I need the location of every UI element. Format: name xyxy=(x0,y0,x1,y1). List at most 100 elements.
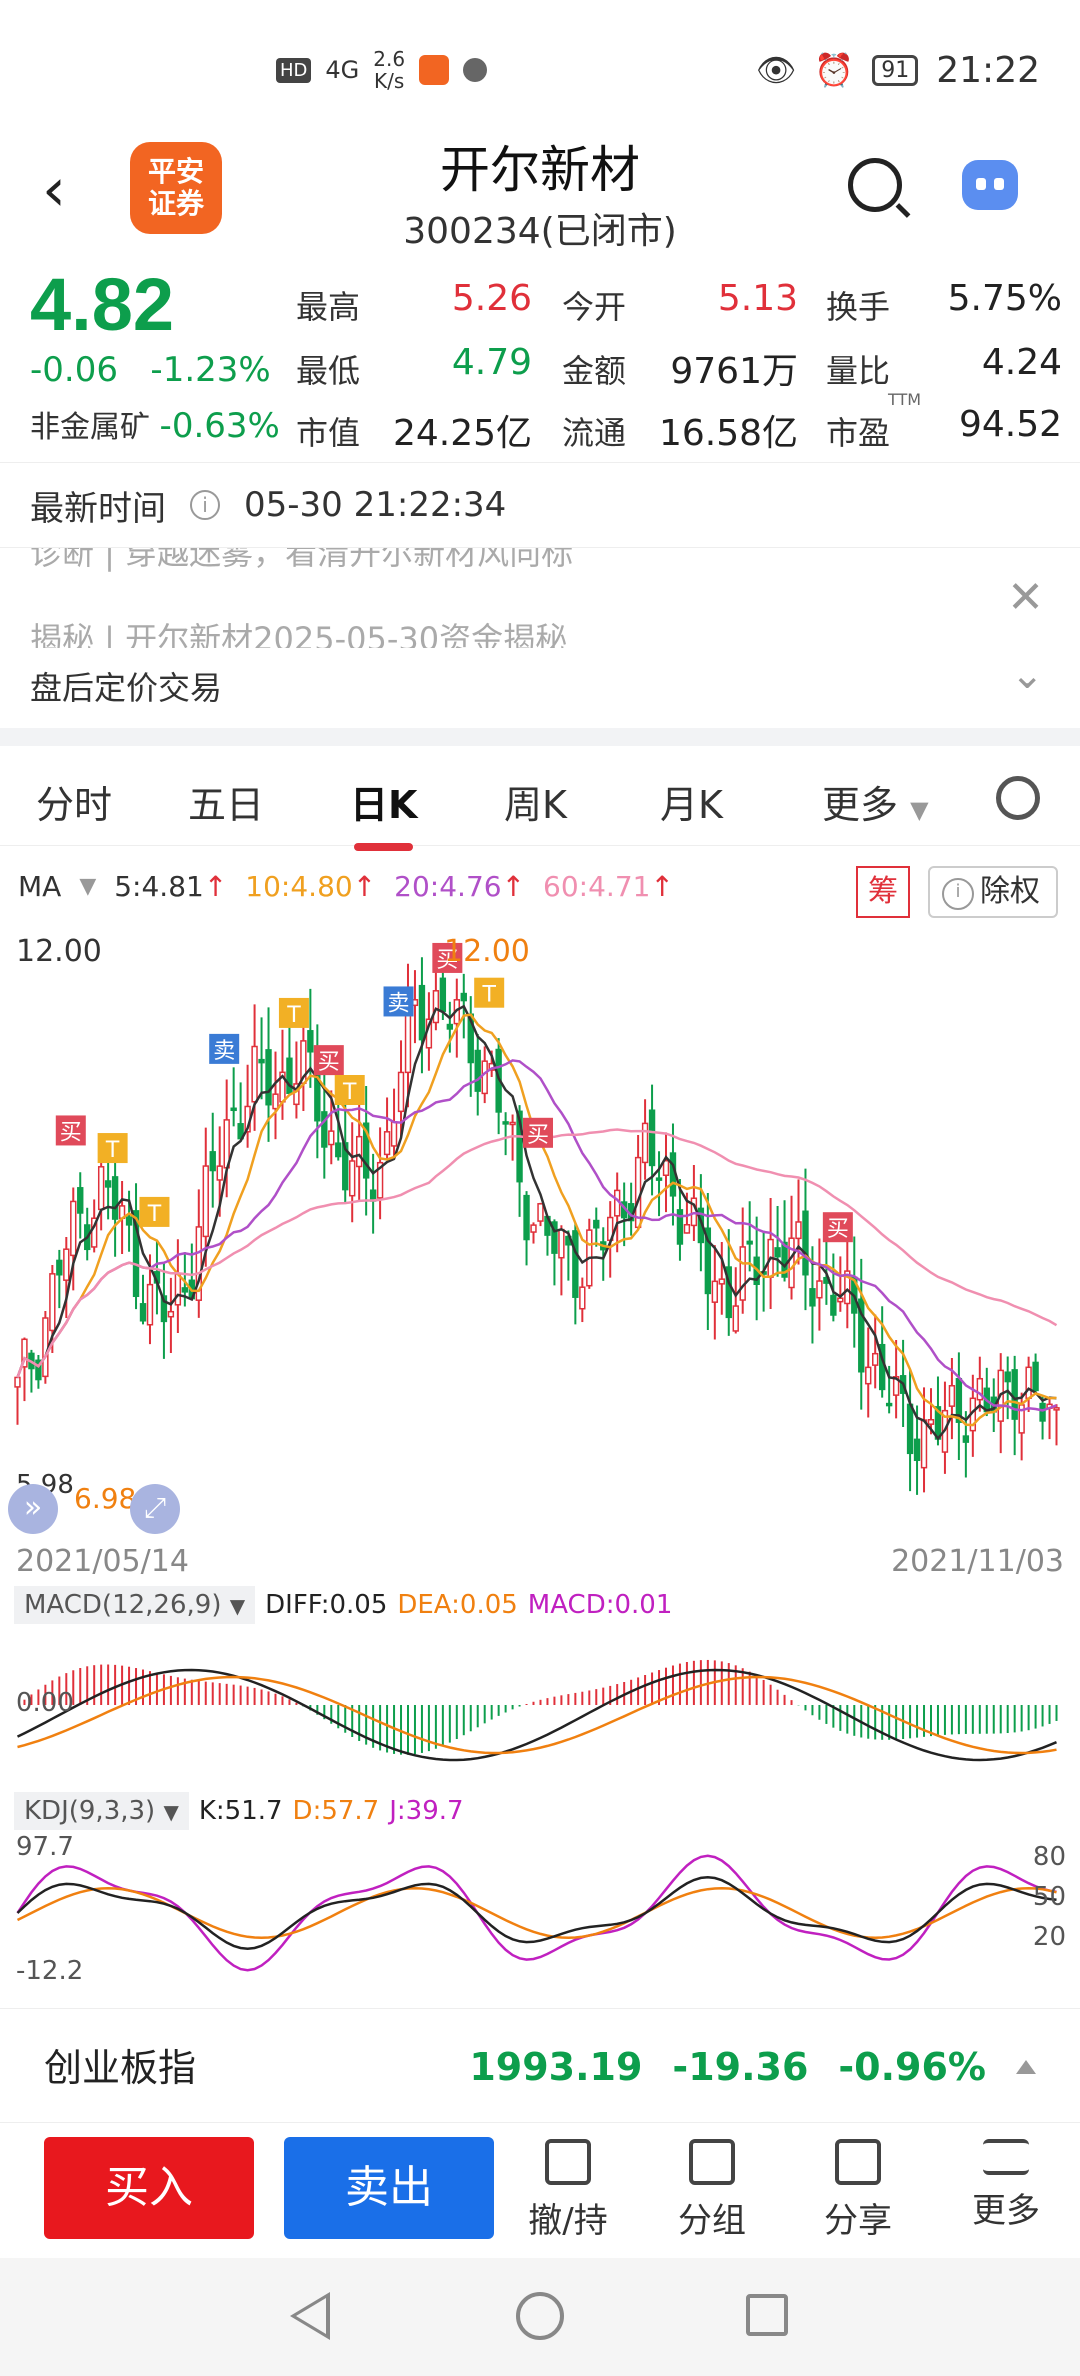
candle-body xyxy=(460,992,467,1002)
search-icon[interactable] xyxy=(848,158,902,212)
candle-body xyxy=(230,1107,237,1112)
latest-time-row: 最新时间 i 05-30 21:22:34 xyxy=(0,462,1080,548)
nav-back-icon[interactable] xyxy=(290,2292,330,2340)
candle-body xyxy=(725,1266,732,1319)
candle-body xyxy=(376,1161,384,1199)
candle-body xyxy=(962,1435,970,1443)
tab-daily-k[interactable]: 日K xyxy=(350,774,417,851)
change-value: -0.06 xyxy=(30,350,118,390)
robot-assistant-icon[interactable] xyxy=(962,160,1018,210)
gear-icon[interactable] xyxy=(996,776,1040,820)
tab-five-day[interactable]: 五日 xyxy=(188,783,265,827)
field-value: 4.24 xyxy=(981,342,1062,383)
field-label: 金额 xyxy=(562,352,627,390)
candle-body xyxy=(14,1376,21,1388)
scroll-left-icon[interactable]: » xyxy=(8,1484,58,1534)
candle-body xyxy=(551,1221,558,1254)
group-button[interactable]: 分组 xyxy=(652,2139,772,2242)
field-label: 换手 xyxy=(826,288,891,326)
kdj-chart[interactable] xyxy=(0,1828,1080,1998)
candle-body xyxy=(328,1130,335,1146)
back-arrow-icon[interactable]: ‹ xyxy=(42,155,66,225)
section-divider xyxy=(0,728,1080,746)
candle-body xyxy=(844,1270,851,1305)
folder-icon xyxy=(689,2139,735,2185)
candle-body xyxy=(167,1310,175,1318)
candle-body xyxy=(788,1237,795,1289)
kdj-j: J:39.7 xyxy=(389,1796,464,1826)
candle-body xyxy=(711,1280,719,1303)
buy-button[interactable]: 买入 xyxy=(44,2137,254,2239)
ma60-value: 60:4.71↑ xyxy=(543,870,674,903)
candle-body xyxy=(502,1121,509,1125)
candle-body xyxy=(146,1283,154,1326)
candle-body xyxy=(516,1110,523,1183)
sector-change[interactable]: 非金属矿 -0.63% xyxy=(30,402,280,446)
up-arrow-icon: ↑ xyxy=(203,870,228,903)
candle-body xyxy=(837,1297,844,1303)
candle-body xyxy=(683,1223,691,1234)
candle-body xyxy=(209,1151,216,1172)
more-button[interactable]: 更多 xyxy=(946,2139,1066,2232)
chips-button[interactable]: 筹 xyxy=(856,866,910,918)
info-icon[interactable]: i xyxy=(190,490,220,520)
latest-time-value: 05-30 21:22:34 xyxy=(244,485,507,525)
candle-body xyxy=(858,1298,865,1373)
cancel-hold-button[interactable]: 撤/持 xyxy=(508,2139,628,2242)
index-ticker[interactable]: 创业板指 1993.19 -19.36 -0.96% xyxy=(0,2008,1080,2120)
field-value: 5.13 xyxy=(717,278,798,319)
candle-body xyxy=(537,1203,544,1222)
tab-more[interactable]: 更多 ▼ xyxy=(822,774,929,829)
leaf-icon xyxy=(463,58,488,82)
news-item[interactable]: 诊断 | 穿越迷雾，看清开尔新材风向标 xyxy=(30,548,574,572)
nav-recent-icon[interactable] xyxy=(746,2294,788,2336)
clock: 21:22 xyxy=(936,49,1040,91)
sell-button[interactable]: 卖出 xyxy=(284,2137,494,2239)
macd-selector-label: MACD(12,26,9) xyxy=(24,1590,222,1620)
broker-logo: 平安证券 xyxy=(130,142,222,234)
close-icon[interactable]: ✕ xyxy=(1007,572,1044,623)
k-line xyxy=(16,1876,1057,1950)
chevron-down-icon[interactable]: ⌄ xyxy=(1010,652,1044,698)
d-line xyxy=(16,1887,1057,1939)
candle-body xyxy=(307,1030,314,1053)
candle-body xyxy=(746,1240,753,1245)
candle-body xyxy=(523,1194,530,1241)
expand-up-icon[interactable] xyxy=(1016,2060,1036,2074)
macd-chart[interactable] xyxy=(0,1620,1080,1790)
kdj-selector[interactable]: KDJ(9,3,3) ▼ xyxy=(14,1792,189,1830)
fullscreen-icon[interactable]: ⤢ xyxy=(130,1484,180,1534)
candle-body xyxy=(774,1247,781,1258)
macd-selector[interactable]: MACD(12,26,9) ▼ xyxy=(14,1586,256,1624)
tab-monthly-k[interactable]: 月K xyxy=(660,783,723,827)
index-change: -19.36 xyxy=(672,2045,809,2089)
candle-body xyxy=(195,1226,202,1301)
ex-rights-button[interactable]: 除权 xyxy=(928,866,1058,918)
candle-body xyxy=(56,1259,63,1276)
field-value: 5.75% xyxy=(947,278,1062,319)
candle-body xyxy=(21,1338,28,1368)
candle-body xyxy=(872,1352,879,1366)
news-item[interactable]: 揭秘 | 开尔新材2025-05-30资金揭秘 xyxy=(30,620,568,648)
news-ticker[interactable]: 诊断 | 穿越迷雾，看清开尔新材风向标 揭秘 | 开尔新材2025-05-30资… xyxy=(0,548,1080,648)
tab-intraday[interactable]: 分时 xyxy=(36,783,113,827)
speed-unit: K/s xyxy=(374,69,405,93)
candle-body xyxy=(272,1093,279,1110)
after-hours-trading[interactable]: 盘后定价交易 xyxy=(30,669,223,707)
field-value: 5.26 xyxy=(451,278,532,319)
eye-icon: 👁 xyxy=(755,51,797,89)
trade-tag: T xyxy=(147,1202,162,1227)
ma-legend[interactable]: MA ▼ 5:4.81↑ 10:4.80↑ 20:4.76↑ 60:4.71↑ xyxy=(18,870,674,903)
tab-weekly-k[interactable]: 周K xyxy=(504,783,567,827)
candle-body xyxy=(132,1210,140,1298)
nav-home-icon[interactable] xyxy=(516,2292,564,2340)
share-button[interactable]: 分享 xyxy=(798,2139,918,2242)
change-percent: -1.23% xyxy=(150,350,271,390)
trade-tag-box xyxy=(523,1117,553,1148)
candle-body xyxy=(335,1142,342,1158)
candle-body xyxy=(418,984,426,1041)
trade-tag: T xyxy=(481,983,496,1008)
trade-tag: T xyxy=(105,1138,120,1163)
index-percent: -0.96% xyxy=(838,2045,986,2089)
